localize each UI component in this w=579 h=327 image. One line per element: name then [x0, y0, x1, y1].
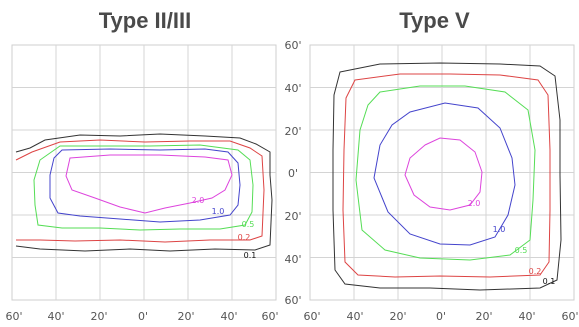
contour-level-label-left: 0.1: [244, 251, 257, 260]
x-tick-label: 60': [261, 310, 278, 323]
contour-2-0-left: [65, 154, 233, 214]
contour-level-label-left: 1.0: [212, 207, 225, 216]
y-axis-ticks: 60' 40' 20' 0' 20' 40' 60': [284, 39, 301, 307]
x-tick-label: 60': [561, 310, 578, 323]
contour-level-labels: 0.10.20.51.02.00.10.20.51.02.0: [192, 196, 556, 286]
x-tick-label: 20': [177, 310, 194, 323]
contour-level-label-left: 0.2: [238, 233, 251, 242]
x-tick-label: 60': [303, 310, 320, 323]
contour-0-1-left: [15, 133, 273, 252]
contour-0-2-right: [342, 73, 551, 278]
contour-2-0-right: [404, 137, 483, 211]
x-tick-label: 0': [138, 310, 148, 323]
y-tick-label: 20': [284, 125, 301, 138]
contour-0-2-left: [15, 139, 265, 243]
contour-1-0-left: [49, 148, 241, 223]
y-tick-label: 60': [284, 39, 301, 52]
y-tick-label: 40': [284, 253, 301, 266]
y-tick-label: 20': [284, 210, 301, 223]
left-contours: [15, 133, 273, 252]
right-x-axis-ticks: 60' 40' 20' 0' 20' 40' 60': [303, 310, 578, 323]
x-tick-label: 40': [518, 310, 535, 323]
contour-1-0-right: [373, 102, 516, 246]
y-tick-label: 40': [284, 82, 301, 95]
x-tick-label: 20': [475, 310, 492, 323]
x-tick-label: 20': [90, 310, 107, 323]
contour-level-label-right: 0.5: [515, 246, 528, 255]
x-tick-label: 40': [220, 310, 237, 323]
right-contours: [332, 62, 562, 291]
x-tick-label: 0': [436, 310, 446, 323]
contour-0-1-right: [332, 62, 562, 291]
contour-0-5-left: [33, 144, 254, 231]
x-tick-label: 40': [47, 310, 64, 323]
contour-level-label-right: 0.2: [529, 267, 542, 276]
contour-0-5-right: [355, 85, 536, 261]
left-grid: [12, 45, 276, 300]
contour-level-label-left: 2.0: [192, 196, 205, 205]
y-tick-label: 60': [284, 294, 301, 307]
type-2-3-plot: [11, 44, 277, 301]
contour-level-label-right: 2.0: [468, 199, 481, 208]
x-tick-label: 20': [389, 310, 406, 323]
y-tick-label: 0': [288, 167, 298, 180]
x-tick-label: 60': [5, 310, 22, 323]
contour-level-label-right: 0.1: [543, 277, 556, 286]
contour-level-label-right: 1.0: [493, 225, 506, 234]
contour-level-label-left: 0.5: [242, 220, 255, 229]
type-5-title: Type V: [399, 8, 470, 33]
type-2-3-title: Type II/III: [98, 8, 192, 33]
left-x-axis-ticks: 60' 40' 20' 0' 20' 40' 60': [5, 310, 278, 323]
type-5-plot: [309, 44, 575, 301]
x-tick-label: 40': [346, 310, 363, 323]
